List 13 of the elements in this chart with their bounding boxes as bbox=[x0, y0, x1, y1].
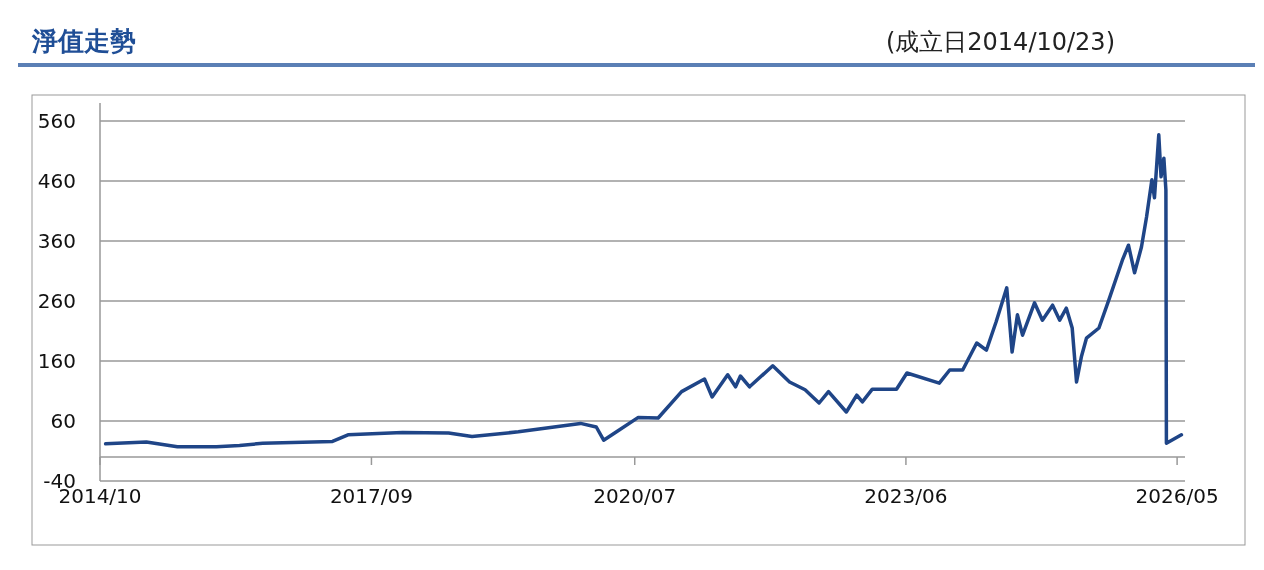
y-tick-label: 460 bbox=[37, 169, 76, 193]
y-tick-label: 260 bbox=[37, 289, 76, 313]
chart-subtitle: (成立日2014/10/23) bbox=[885, 28, 1115, 56]
x-tick-label: 2017/09 bbox=[329, 484, 413, 508]
x-tick-label: 2023/06 bbox=[864, 484, 948, 508]
y-tick-label: 160 bbox=[37, 349, 76, 373]
x-tick-label: 2020/07 bbox=[593, 484, 677, 508]
y-tick-label: 360 bbox=[37, 229, 76, 253]
line-series bbox=[103, 133, 1184, 449]
x-tick-label: 2026/05 bbox=[1135, 484, 1219, 508]
chart-title: 淨值走勢 bbox=[31, 26, 136, 56]
y-tick-label: 560 bbox=[37, 109, 76, 133]
y-tick-label: 60 bbox=[50, 409, 76, 433]
